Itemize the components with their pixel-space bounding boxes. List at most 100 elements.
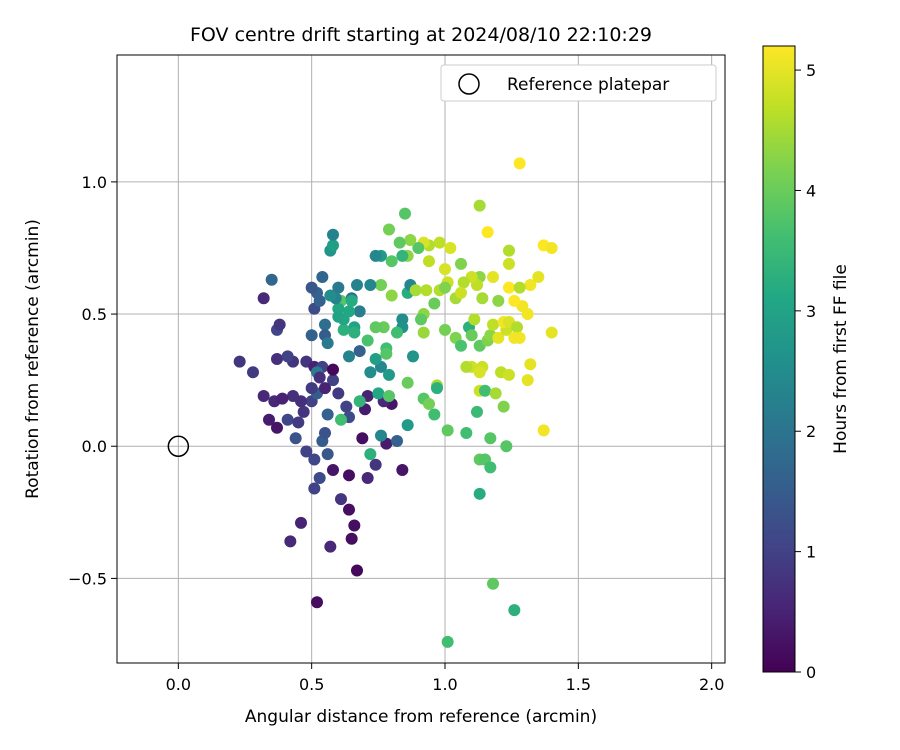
data-point: [364, 366, 377, 379]
data-point: [428, 297, 441, 310]
colorbar-ticks: 0 1 2 3 4 5: [795, 61, 816, 682]
data-point: [396, 464, 409, 477]
colorbar-tick-label: 4: [806, 181, 816, 200]
colorbar-tick-label: 5: [806, 61, 816, 80]
data-point: [351, 278, 363, 291]
colorbar-label: Hours from first FF file: [831, 264, 851, 454]
colorbar-tick-label: 1: [806, 543, 816, 562]
data-point: [385, 289, 398, 302]
data-point: [271, 353, 283, 365]
data-point: [460, 360, 473, 373]
data-point: [308, 453, 321, 466]
data-point: [305, 281, 318, 294]
reference-platepar-marker: [167, 435, 190, 457]
data-point: [441, 635, 454, 648]
data-point: [476, 292, 489, 305]
data-point: [295, 516, 307, 529]
data-point: [473, 487, 486, 500]
data-point: [364, 448, 377, 461]
data-point: [305, 382, 318, 395]
data-point: [524, 358, 537, 371]
data-point: [455, 286, 467, 299]
data-point: [500, 440, 513, 453]
colorbar-gradient: [762, 45, 796, 673]
data-point: [343, 350, 355, 363]
data-point: [375, 429, 387, 442]
data-point: [271, 421, 283, 434]
data-point: [361, 471, 374, 484]
data-point: [532, 271, 545, 284]
data-point: [348, 519, 361, 532]
data-point: [383, 368, 395, 381]
data-point: [473, 199, 486, 212]
data-point: [321, 337, 334, 350]
data-point: [321, 448, 334, 461]
data-point: [265, 273, 278, 286]
data-point: [380, 347, 393, 360]
data-point: [287, 390, 299, 403]
data-point: [353, 305, 366, 318]
data-point: [473, 366, 486, 379]
data-point: [545, 326, 558, 339]
data-point: [508, 294, 521, 307]
data-point: [484, 461, 497, 474]
data-point: [369, 321, 382, 334]
data-point: [492, 294, 505, 307]
x-tick-label: 0.0: [166, 675, 191, 694]
data-point: [233, 355, 246, 368]
data-point: [439, 263, 451, 276]
data-point: [273, 318, 286, 331]
grid-lines: [117, 55, 725, 663]
data-point: [332, 310, 345, 323]
data-point: [404, 234, 417, 247]
colorbar-tick-label: 3: [806, 302, 816, 321]
legend-entry-label: Reference platepar: [507, 75, 669, 95]
data-point: [247, 366, 259, 379]
plot-frame: [116, 54, 726, 664]
data-point: [327, 239, 339, 252]
data-point: [383, 390, 395, 403]
data-point: [324, 289, 337, 302]
data-point: [375, 278, 387, 291]
data-point: [396, 249, 409, 262]
data-point: [343, 469, 355, 482]
x-tick-label: 1.5: [566, 675, 591, 694]
x-tick-label: 2.0: [699, 675, 724, 694]
data-point: [479, 384, 491, 397]
data-point: [457, 276, 470, 289]
data-point: [335, 493, 347, 506]
data-point: [524, 278, 537, 291]
data-point: [487, 318, 499, 331]
data-point: [503, 244, 515, 257]
data-point: [481, 226, 494, 239]
data-point: [319, 318, 331, 331]
data-point: [455, 339, 467, 352]
data-point: [319, 427, 331, 440]
y-tick-label: 0.5: [82, 305, 107, 324]
data-point: [497, 400, 510, 413]
data-point: [361, 334, 374, 347]
data-point: [353, 345, 366, 358]
data-point: [444, 241, 457, 254]
data-point: [460, 427, 473, 440]
data-point: [319, 382, 331, 395]
data-point: [513, 157, 526, 170]
data-point: [332, 387, 345, 400]
data-point: [335, 413, 347, 426]
data-point: [513, 331, 526, 344]
data-point: [393, 236, 406, 249]
data-point: [503, 257, 515, 270]
data-point: [276, 392, 289, 405]
data-point: [281, 413, 294, 426]
data-point: [465, 329, 478, 342]
data-point: [284, 535, 297, 548]
data-point: [545, 241, 558, 254]
data-point: [324, 540, 337, 553]
data-point: [409, 284, 422, 297]
data-point: [391, 326, 403, 339]
data-point: [305, 329, 318, 342]
data-point: [383, 223, 395, 236]
data-point: [311, 596, 323, 609]
data-point: [391, 434, 403, 447]
data-point: [428, 408, 441, 421]
